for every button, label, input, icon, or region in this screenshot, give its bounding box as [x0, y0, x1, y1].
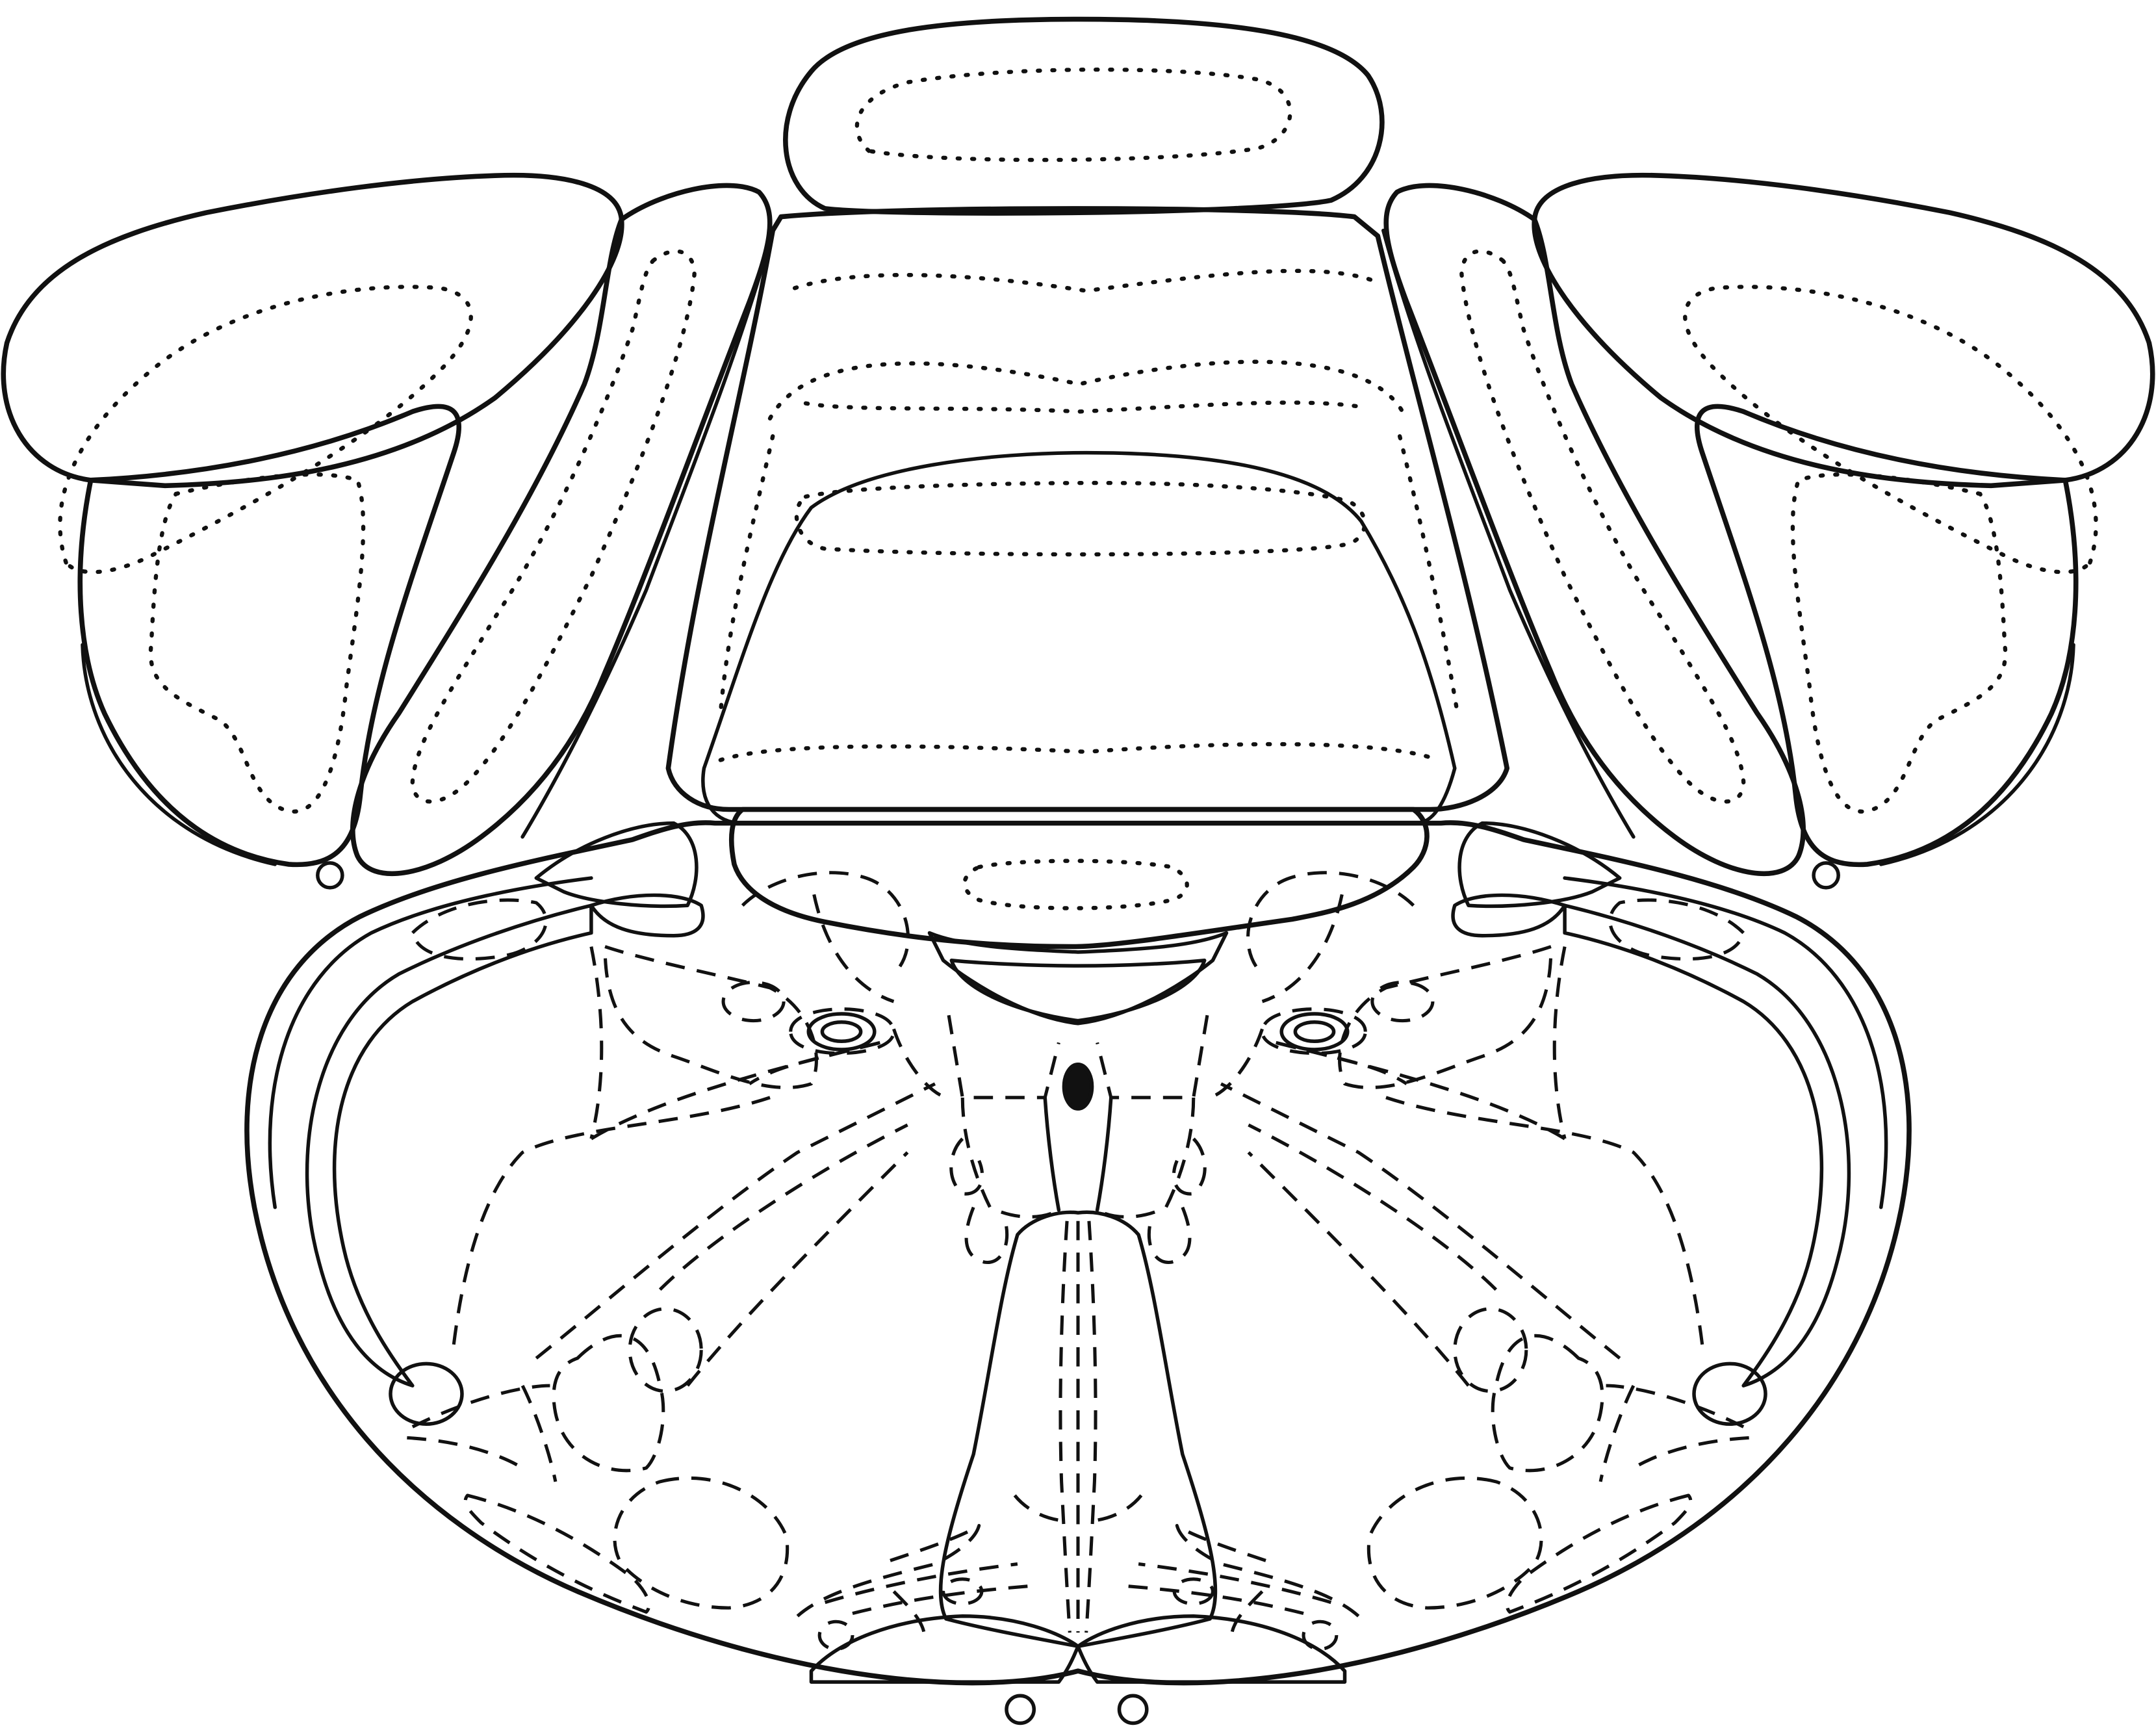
right-peduncle-inner [1453, 895, 1565, 935]
central-canal-region [749, 933, 1406, 1108]
left-nucleus-ring-inner [822, 1022, 860, 1042]
left-fiber-arc-2 [454, 1098, 770, 1345]
midline-column-top [1045, 1098, 1111, 1210]
right-lower-lobule [1697, 406, 2076, 864]
pyramid-left-lower-detail [1015, 1495, 1059, 1520]
top-central-lobule [786, 19, 1382, 213]
right-ventral-cluster-oval-1 [1303, 1621, 1337, 1649]
left-small-oval [723, 982, 784, 1020]
right-fiber-arc-4 [1248, 1125, 1496, 1386]
pyramid-right-lower-detail [1097, 1495, 1142, 1520]
right-fiber-arc-3 [1221, 1084, 1620, 1358]
right-lateral-band-tip [1694, 1363, 1765, 1424]
left-fiber-arc-4 [660, 1125, 908, 1386]
right-lower-tract-4 [1600, 1386, 1634, 1482]
left-paramedian-group [951, 1098, 1059, 1217]
central-canal [1064, 1065, 1092, 1109]
left-ventral-root-circle [1007, 1696, 1034, 1723]
inner-vermis-contour-1 [806, 403, 1355, 412]
left-lower-lobule-outline [80, 406, 459, 864]
right-lateral-band-outline [1565, 905, 1849, 1386]
right-lower-lobule-inner-contour [1793, 474, 2005, 812]
left-mid-oval [966, 1207, 1007, 1263]
inner-vermis-contour-2 [797, 483, 1365, 554]
right-ring-halo [1263, 1009, 1366, 1053]
right-mid-lobule-inner-contour [1461, 252, 1743, 802]
left-lower-tract-1 [413, 1386, 550, 1427]
right-tract-1 [1554, 947, 1565, 1139]
left-lateral-band-tip [391, 1363, 462, 1424]
right-lower-lobule-right-edge [1881, 645, 2073, 864]
top-central-lobule-outline [786, 19, 1382, 213]
left-lower-lobule [80, 406, 459, 864]
right-mid-lobule-back-edge [1383, 231, 1634, 837]
right-lateral-oval-1 [1455, 1309, 1526, 1391]
inner-vermis-contour-3 [721, 744, 1430, 760]
right-ventral-root-circle [1119, 1696, 1146, 1723]
left-ventral-cluster-fan [825, 1564, 1031, 1633]
vermis-contour-3 [721, 436, 773, 713]
right-lateral-tracts [1221, 1042, 1749, 1612]
left-lateral-region [554, 1336, 663, 1470]
bottom-vermis-lobule [732, 810, 1427, 947]
left-nucleus-ring [808, 1014, 875, 1050]
left-peduncle-inner [591, 895, 703, 935]
right-lower-tract-1 [1606, 1386, 1744, 1427]
right-ventral-cluster-fan [1125, 1564, 1331, 1633]
top-central-lobule-inner-contour [857, 70, 1290, 160]
brainstem-outer-outline-inner-right [1565, 878, 1886, 1207]
left-upper-lobule [3, 175, 622, 573]
left-lower-tract-3 [407, 1438, 522, 1467]
left-tract-3 [814, 894, 894, 1001]
pyramid-right-inner [1086, 1221, 1096, 1633]
right-mid-oval [1149, 1207, 1190, 1263]
right-upper-lobule [1534, 175, 2153, 573]
brainstem-section [247, 823, 1909, 1724]
right-upper-lobule-outline [1534, 175, 2153, 486]
inner-vermis-outline [703, 453, 1455, 823]
left-ring-halo [791, 1009, 894, 1053]
right-fiber-arc-2 [1386, 1098, 1702, 1345]
right-upper-lobule-inner-contour [1685, 287, 2096, 572]
left-small-lobule-circle [318, 863, 342, 888]
central-vermis [668, 209, 1507, 810]
right-peduncle-outline [1459, 823, 1620, 907]
left-lateral-oval-1 [630, 1309, 701, 1391]
right-nucleus-ring-inner [1295, 1022, 1333, 1042]
left-mid-lobule-back-edge [522, 231, 773, 837]
right-lateral-region [1493, 1336, 1602, 1470]
right-small-oval [1372, 982, 1433, 1020]
left-lower-lobule-left-edge [83, 645, 275, 864]
pyramid-left-inner [1060, 1221, 1070, 1633]
left-lateral-tracts [407, 1042, 935, 1612]
bottom-vermis-outline [732, 810, 1427, 947]
vermis-contour-2 [770, 362, 1402, 419]
central-vermis-outline [668, 209, 1507, 810]
left-upper-lobule-inner-contour [60, 287, 470, 572]
left-lateral-band-outline [307, 905, 591, 1386]
inner-vermis-lobule [703, 403, 1455, 823]
right-small-lobule-circle [1814, 863, 1838, 888]
left-lower-tract-4 [522, 1386, 556, 1482]
pyramids [941, 1212, 1216, 1646]
left-fiber-arc-3 [536, 1084, 935, 1358]
vermis-contour-1 [795, 271, 1375, 291]
left-lower-lobule-inner-contour [151, 474, 363, 812]
right-lower-tract-3 [1634, 1438, 1749, 1467]
left-peduncle-outline [536, 823, 697, 907]
left-ventral-cluster-oval-1 [819, 1621, 853, 1649]
left-mid-lobule-inner-contour [413, 252, 695, 802]
bottom-vermis-inner-contour [964, 861, 1187, 909]
left-tract-1 [591, 947, 602, 1139]
right-lower-lobule-outline [1697, 406, 2076, 864]
cerebellum [3, 19, 2152, 947]
right-paramedian-group [1097, 1098, 1205, 1217]
right-nucleus-ring [1281, 1014, 1348, 1050]
left-upper-lobule-outline [3, 175, 622, 486]
brainstem-outer-outline-inner-left [270, 878, 591, 1207]
